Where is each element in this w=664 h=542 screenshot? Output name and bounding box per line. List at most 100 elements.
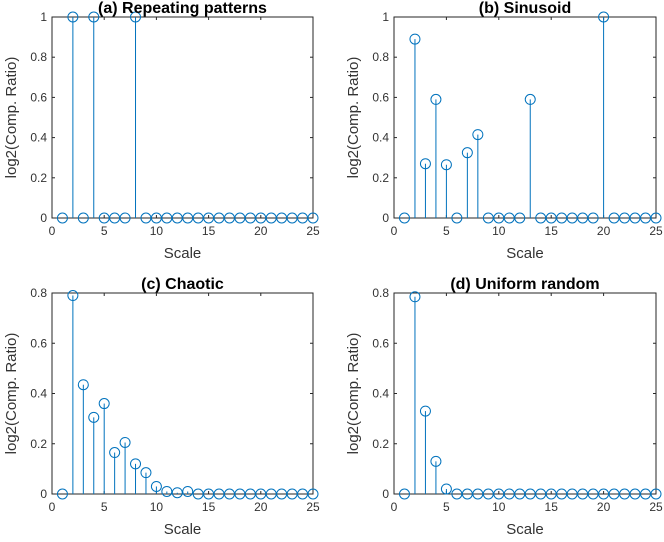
x-tick-label: 5: [443, 500, 450, 514]
stem-marker: [109, 447, 121, 459]
subplot-a: 0 5 10 15 20 25 0 0.2 0.4 0.6 0.8 1 (a) Repeating pa…: [3, 0, 320, 262]
y-tick-label: 0.2: [372, 437, 389, 451]
y-tick-label: 0.8: [372, 50, 389, 64]
y-tick-label: 0.4: [372, 387, 389, 401]
x-tick-label: 5: [101, 500, 108, 514]
stem-marker: [150, 480, 162, 492]
x-tick-label: 15: [202, 224, 216, 238]
x-axis-label: Scale: [164, 521, 202, 538]
y-tick-label: 0: [382, 487, 389, 501]
stem-marker: [307, 212, 319, 224]
subplot-b: 0 5 10 15 20 25 0 0.2 0.4 0.6 0.8 1 (b) Sinusoid Scal…: [345, 0, 663, 262]
stem-marker: [67, 11, 79, 23]
stem-marker: [119, 212, 131, 224]
stem-marker: [171, 487, 183, 499]
x-tick-label: 25: [649, 500, 663, 514]
y-tick-label: 0.6: [372, 336, 389, 350]
x-tick-label: 15: [202, 500, 216, 514]
y-tick-label: 0.4: [372, 131, 389, 145]
y-tick-label: 0.6: [372, 90, 389, 104]
stem-marker: [430, 93, 442, 105]
stem-marker: [472, 129, 484, 141]
x-tick-label: 10: [150, 224, 164, 238]
axes-frame: [51, 16, 314, 219]
stem-marker: [119, 436, 131, 448]
x-tick-label: 15: [545, 224, 559, 238]
stem-marker: [451, 212, 463, 224]
x-tick-label: 5: [443, 224, 450, 238]
y-tick-label: 0.8: [30, 50, 47, 64]
stem-marker: [524, 93, 536, 105]
stem-marker: [398, 212, 410, 224]
axes-frame: [393, 292, 657, 495]
y-tick-label: 0.6: [30, 336, 47, 350]
subplot-c: 0 5 10 15 20 25 0 0.2 0.4 0.6 0.8 (c) Chaotic Scale l…: [3, 276, 320, 538]
chart-title: (c) Chaotic: [141, 276, 224, 293]
y-tick-label: 0.4: [30, 131, 47, 145]
stem-marker: [419, 405, 431, 417]
x-tick-label: 10: [492, 500, 506, 514]
x-tick-label: 20: [597, 224, 611, 238]
subplot-d: 0 5 10 15 20 25 0 0.2 0.4 0.6 0.8 (d) Uniform rando…: [345, 276, 663, 538]
x-tick-label: 0: [49, 224, 56, 238]
y-tick-label: 0.8: [372, 286, 389, 300]
x-tick-label: 25: [649, 224, 663, 238]
x-tick-label: 25: [306, 224, 320, 238]
stem-marker: [98, 398, 110, 410]
stem-marker: [440, 159, 452, 171]
x-tick-label: 5: [101, 224, 108, 238]
x-tick-label: 25: [306, 500, 320, 514]
y-tick-label: 1: [40, 10, 47, 24]
stem-marker: [440, 483, 452, 495]
stem-marker: [398, 488, 410, 500]
stem-marker: [77, 379, 89, 391]
x-tick-label: 0: [391, 224, 398, 238]
y-tick-label: 0.2: [30, 171, 47, 185]
stem-marker: [409, 33, 421, 45]
stem-marker: [130, 11, 142, 23]
y-tick-label: 1: [382, 10, 389, 24]
stem-marker: [88, 411, 100, 423]
x-tick-label: 20: [254, 500, 268, 514]
stem-marker: [307, 488, 319, 500]
stem-marker: [650, 488, 662, 500]
x-tick-label: 15: [545, 500, 559, 514]
chart-title: (b) Sinusoid: [479, 0, 571, 17]
x-tick-label: 0: [391, 500, 398, 514]
stem-marker: [650, 212, 662, 224]
axes-frame: [393, 16, 657, 219]
stem-marker: [130, 458, 142, 470]
stem-marker: [598, 11, 610, 23]
x-tick-label: 0: [49, 500, 56, 514]
y-tick-label: 0: [382, 211, 389, 225]
stem-marker: [56, 488, 68, 500]
y-axis-label: log2(Comp. Ratio): [3, 333, 20, 455]
stem-marker: [140, 467, 152, 479]
stem-marker: [419, 158, 431, 170]
y-tick-label: 0.6: [30, 90, 47, 104]
y-axis-label: log2(Comp. Ratio): [3, 57, 20, 179]
x-tick-label: 20: [254, 224, 268, 238]
stem-marker: [430, 455, 442, 467]
chart-title: (d) Uniform random: [450, 276, 599, 293]
stem-marker: [461, 147, 473, 159]
y-tick-label: 0: [40, 487, 47, 501]
stem-marker: [409, 291, 421, 303]
y-tick-label: 0.2: [372, 171, 389, 185]
stem-marker: [56, 212, 68, 224]
y-axis-label: log2(Comp. Ratio): [345, 57, 362, 179]
stem-marker: [67, 290, 79, 302]
y-tick-label: 0.4: [30, 387, 47, 401]
stem-marker: [182, 485, 194, 497]
x-axis-label: Scale: [506, 521, 544, 538]
x-axis-label: Scale: [164, 245, 202, 262]
y-axis-label: log2(Comp. Ratio): [345, 333, 362, 455]
stem-marker: [514, 212, 526, 224]
x-tick-label: 10: [150, 500, 164, 514]
stem-marker: [161, 485, 173, 497]
x-tick-label: 10: [492, 224, 506, 238]
stem-marker: [587, 212, 599, 224]
y-tick-label: 0: [40, 211, 47, 225]
chart-title: (a) Repeating patterns: [98, 0, 267, 17]
